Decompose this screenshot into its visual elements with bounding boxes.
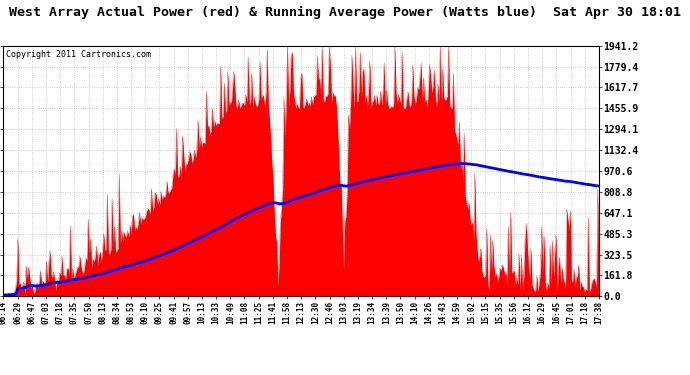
Text: Copyright 2011 Cartronics.com: Copyright 2011 Cartronics.com bbox=[6, 50, 151, 58]
Text: West Array Actual Power (red) & Running Average Power (Watts blue)  Sat Apr 30 1: West Array Actual Power (red) & Running … bbox=[9, 6, 681, 19]
